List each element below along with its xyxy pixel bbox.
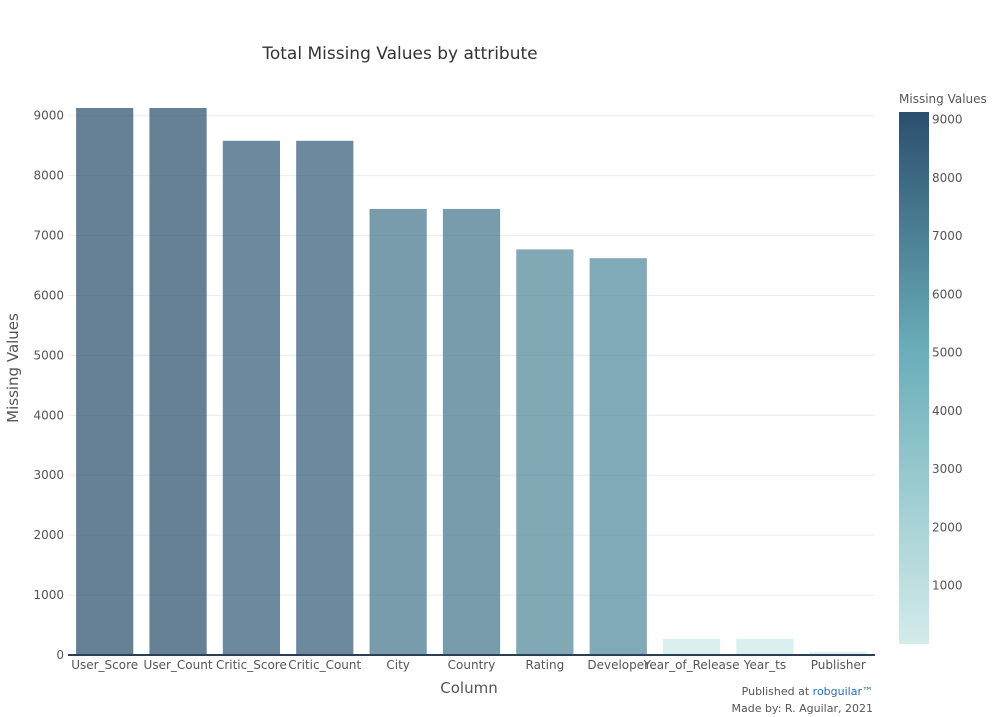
- bars: [76, 108, 867, 656]
- x-tick-label: Country: [448, 658, 496, 672]
- x-tick-label: Year_ts: [743, 658, 786, 672]
- colorbar: [899, 112, 929, 644]
- y-axis-label: Missing Values: [4, 313, 22, 423]
- bar-year-of-release[interactable]: [662, 638, 721, 655]
- x-tick-label: Developer: [587, 658, 649, 672]
- bar-publisher[interactable]: [809, 651, 867, 655]
- y-tick-label: 1000: [33, 588, 64, 602]
- x-tick-label: User_Count: [144, 658, 213, 672]
- bar-critic-count[interactable]: [296, 140, 354, 656]
- y-tick-label: 7000: [33, 229, 64, 243]
- made-by-credit: Made by: R. Aguilar, 2021: [731, 702, 873, 715]
- bar-user-score[interactable]: [76, 108, 134, 655]
- x-axis-ticks: User_Score User_Count Critic_Score Critic_C…: [71, 658, 866, 672]
- x-tick-label: Rating: [526, 658, 565, 672]
- x-tick-label: Critic_Count: [288, 658, 361, 672]
- y-axis-ticks: 0 1000 2000 3000 4000 5000 6000 7000 8000 9000: [33, 109, 64, 662]
- y-tick-label: 0: [56, 648, 64, 662]
- y-tick-label: 4000: [33, 408, 64, 422]
- colorbar-tick-label: 3000: [932, 462, 963, 476]
- published-credit: Published at robguilar™: [742, 685, 873, 698]
- y-tick-label: 9000: [33, 109, 64, 123]
- colorbar-tick-label: 9000: [932, 113, 963, 127]
- bar-developer[interactable]: [589, 258, 647, 655]
- x-tick-label: User_Score: [71, 658, 138, 672]
- colorbar-tick-label: 6000: [932, 287, 963, 301]
- x-axis-label: Column: [440, 679, 497, 697]
- colorbar-tick-label: 8000: [932, 171, 963, 185]
- x-tick-label: Publisher: [811, 658, 866, 672]
- y-tick-label: 5000: [33, 348, 64, 362]
- bar-critic-score[interactable]: [222, 140, 281, 656]
- bar-rating[interactable]: [516, 249, 574, 655]
- bar-user-count[interactable]: [149, 108, 207, 655]
- colorbar-ticks: 1000 2000 3000 4000 5000 6000 7000 8000 9000: [932, 113, 963, 593]
- colorbar-tick-label: 7000: [932, 229, 963, 243]
- y-tick-label: 2000: [33, 528, 64, 542]
- bar-year-ts[interactable]: [736, 638, 794, 655]
- y-tick-label: 8000: [33, 169, 64, 183]
- published-prefix: Published at: [741, 685, 813, 698]
- published-link[interactable]: robguilar™: [812, 685, 873, 698]
- x-tick-label: City: [386, 658, 410, 672]
- x-tick-label: Critic_Score: [216, 658, 287, 672]
- colorbar-title: Missing Values: [899, 92, 987, 106]
- colorbar-tick-label: 4000: [932, 404, 963, 418]
- y-tick-label: 3000: [33, 468, 64, 482]
- x-tick-label: Year_of_Release: [643, 658, 740, 672]
- colorbar-tick-label: 5000: [932, 346, 963, 360]
- colorbar-tick-label: 2000: [932, 520, 963, 534]
- bar-city[interactable]: [369, 208, 427, 655]
- chart-title: Total Missing Values by attribute: [261, 44, 537, 64]
- y-tick-label: 6000: [33, 288, 64, 302]
- bar-country[interactable]: [442, 208, 501, 655]
- colorbar-tick-label: 1000: [932, 579, 963, 593]
